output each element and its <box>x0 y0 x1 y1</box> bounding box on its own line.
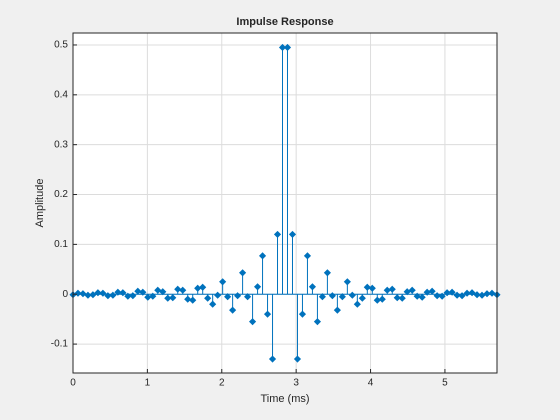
x-tick-label: 5 <box>442 378 448 389</box>
stem-marker <box>204 294 212 302</box>
stem-marker <box>283 43 292 52</box>
stem-marker <box>214 291 222 299</box>
stem-marker <box>189 296 197 304</box>
stem-marker <box>393 294 401 302</box>
stem-marker <box>169 294 177 302</box>
stem-marker <box>109 291 117 299</box>
stem-marker <box>89 291 97 299</box>
stem-marker <box>129 292 137 300</box>
stem-marker <box>179 286 187 294</box>
stem-marker <box>303 252 312 260</box>
axes-background <box>73 33 497 373</box>
x-tick-label: 0 <box>70 378 76 389</box>
y-tick-label: 0.4 <box>54 89 68 100</box>
stem-marker <box>258 252 267 260</box>
stems <box>69 43 501 363</box>
stem-marker <box>448 288 456 296</box>
stem-marker <box>338 293 346 301</box>
y-axis-label: Amplitude <box>34 179 46 228</box>
x-tick-label: 4 <box>368 378 374 389</box>
stem-marker <box>278 43 287 52</box>
stem-marker <box>288 230 297 238</box>
stem-marker <box>229 306 237 314</box>
y-tick-label: 0.1 <box>54 239 68 250</box>
y-tick-label: 0.3 <box>54 139 68 150</box>
stem-marker <box>488 289 496 297</box>
stem-marker <box>119 289 127 297</box>
stem-marker <box>139 288 147 296</box>
stem-marker <box>268 355 277 363</box>
stem-marker <box>219 278 227 286</box>
stem-marker <box>388 285 396 293</box>
stem-marker <box>428 287 436 295</box>
stem-marker <box>313 318 321 326</box>
stem-marker <box>224 293 232 301</box>
axes-box <box>72 32 498 374</box>
x-tick-label: 3 <box>293 378 299 389</box>
stem-marker <box>418 293 426 301</box>
stem-marker <box>263 310 272 318</box>
stem-marker <box>184 295 192 303</box>
stem-marker <box>273 230 282 238</box>
stem-marker <box>363 283 371 291</box>
stem-marker <box>298 310 307 318</box>
stem-marker <box>408 286 416 294</box>
stem-marker <box>254 283 262 291</box>
stem-marker <box>358 294 366 302</box>
stem-marker <box>458 292 466 300</box>
y-tick-label: 0 <box>62 289 68 300</box>
stem-marker <box>174 285 182 293</box>
stem-marker <box>249 318 257 326</box>
chart-title: Impulse Response <box>236 16 333 28</box>
stem-marker <box>159 288 167 296</box>
x-tick-label: 1 <box>145 378 151 389</box>
stem-marker <box>378 295 386 303</box>
stem-marker <box>94 289 102 297</box>
stem-marker <box>308 283 316 291</box>
stem-marker <box>438 292 446 300</box>
stem-marker <box>348 291 356 299</box>
stem-marker <box>368 284 376 292</box>
stem-marker <box>398 294 406 302</box>
stem-marker <box>209 300 217 308</box>
stem-marker <box>318 293 326 301</box>
x-axis-label: Time (ms) <box>260 393 309 405</box>
stem-marker <box>333 306 341 314</box>
x-tick-label: 2 <box>219 378 225 389</box>
y-tick-label: 0.2 <box>54 189 68 200</box>
stem-marker <box>99 289 107 297</box>
stem-marker <box>323 269 331 277</box>
stem-marker <box>244 293 252 301</box>
stem-marker <box>114 288 122 296</box>
y-tick-label: 0.5 <box>54 40 68 51</box>
stem-marker <box>234 292 242 300</box>
stem-marker <box>433 292 441 300</box>
stem-marker <box>468 289 476 297</box>
stem-marker <box>343 278 351 286</box>
stem-marker <box>134 287 142 295</box>
y-tick-label: -0.1 <box>51 339 69 350</box>
stem-marker <box>199 283 207 291</box>
stem-marker <box>149 292 157 300</box>
stem-marker <box>293 355 302 363</box>
stem-marker <box>353 300 361 308</box>
stem-marker <box>413 292 421 300</box>
stem-marker <box>473 291 481 299</box>
stem-marker <box>453 291 461 299</box>
stem-marker <box>328 292 336 300</box>
stem-marker <box>239 269 247 277</box>
stem-marker <box>74 289 82 297</box>
